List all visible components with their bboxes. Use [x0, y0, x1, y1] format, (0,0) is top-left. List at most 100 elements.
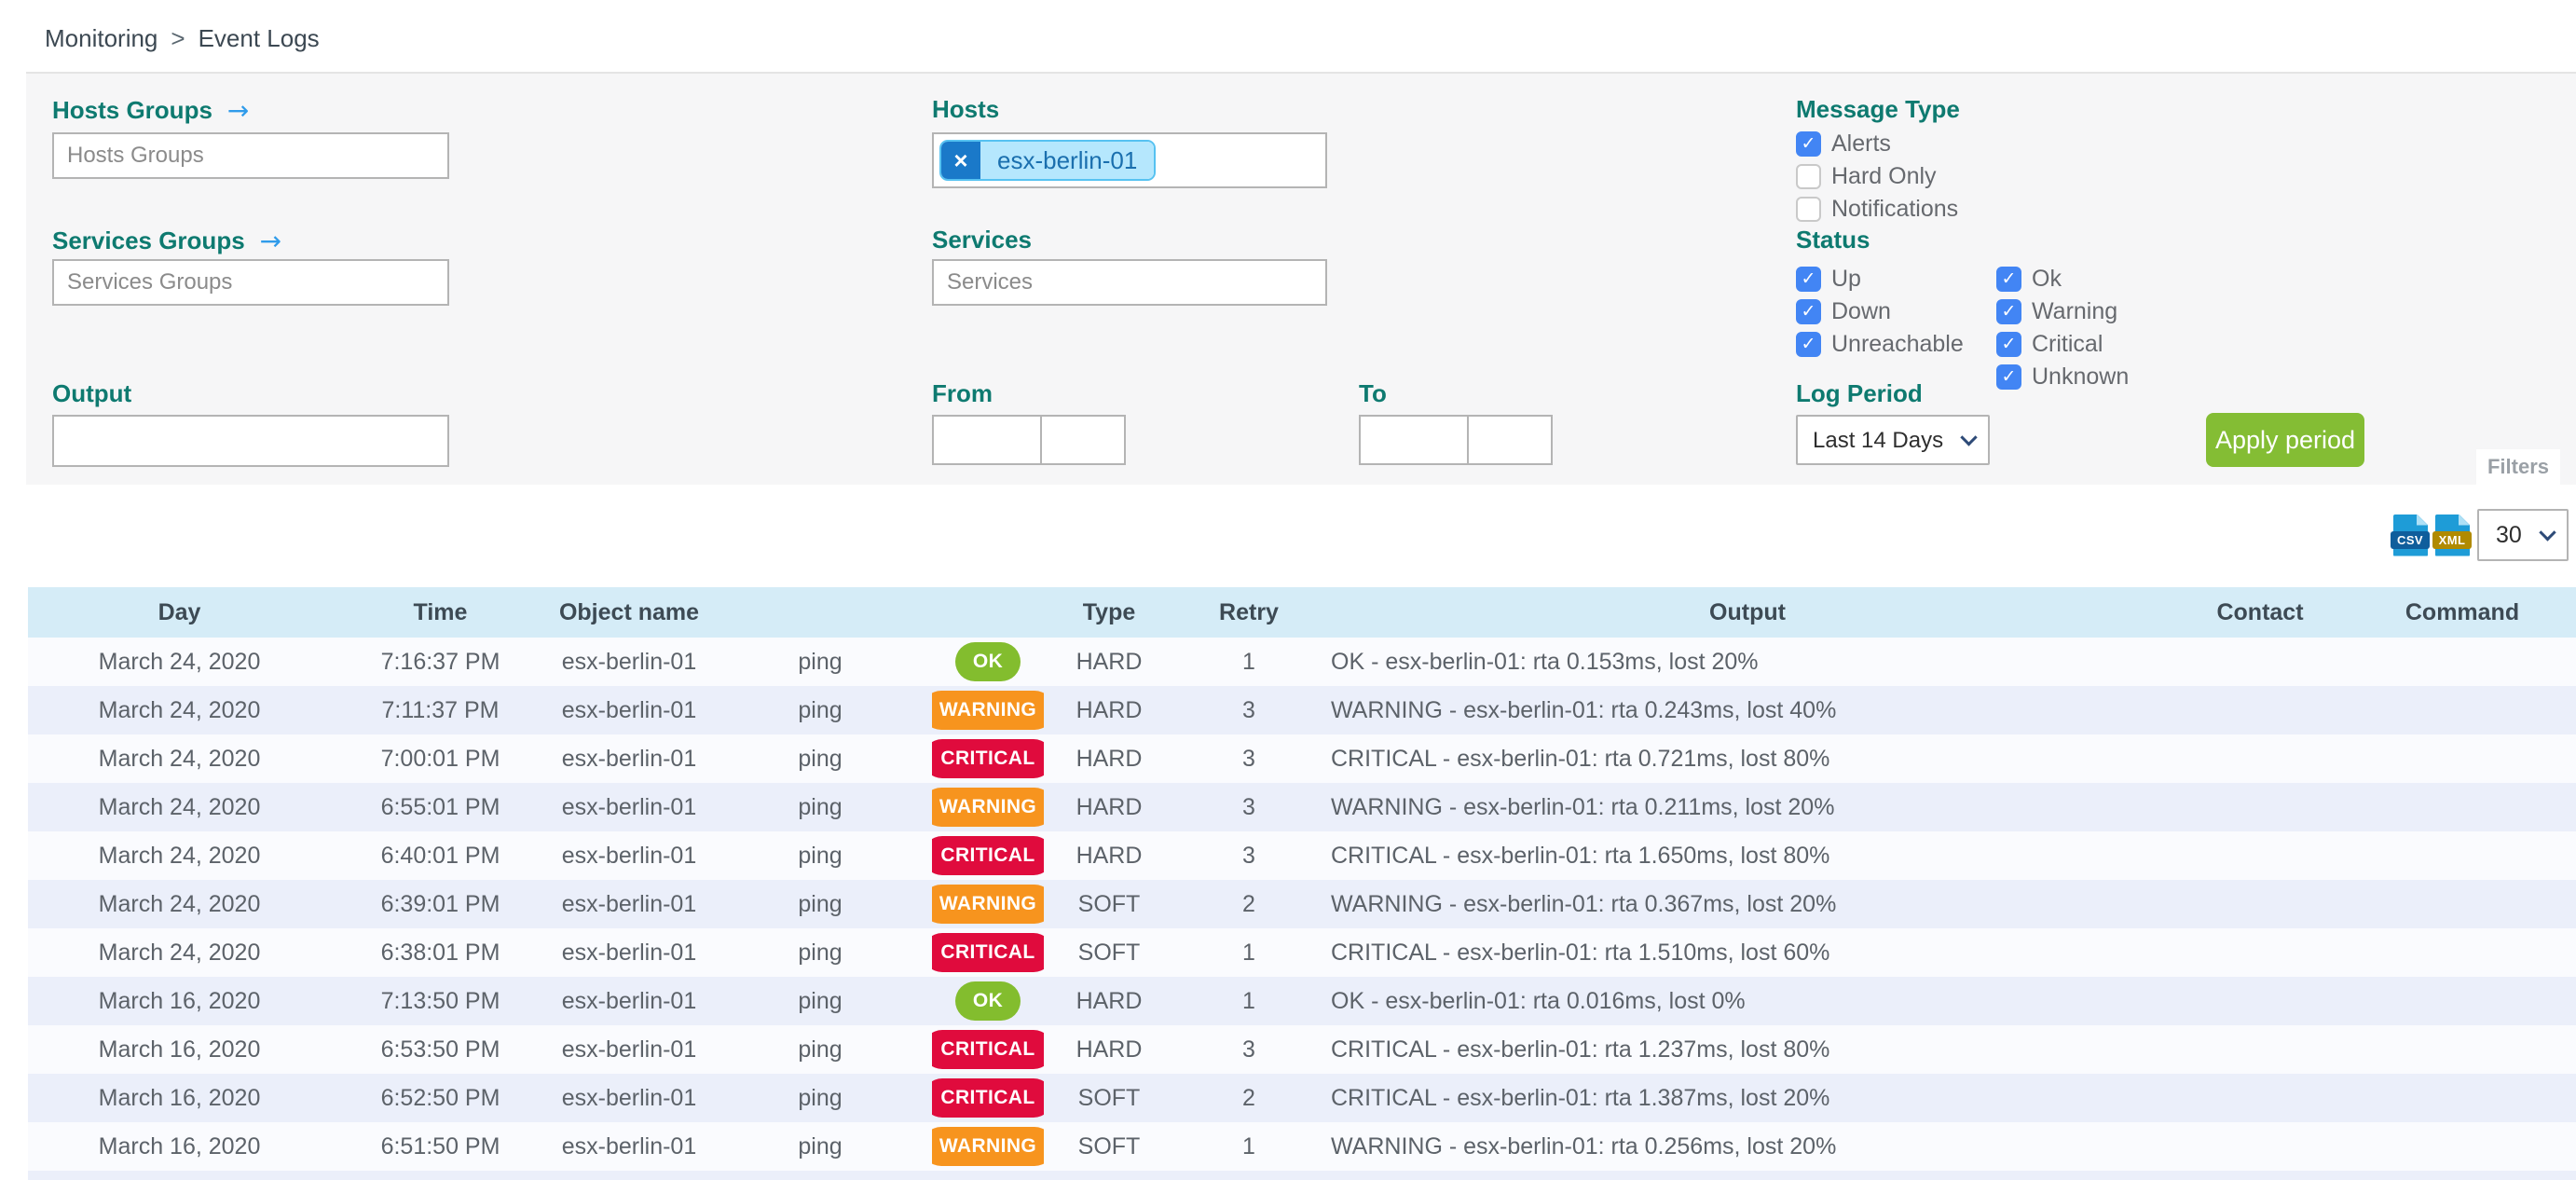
checkbox-ok[interactable]: Ok [1996, 265, 2129, 293]
status-badge: OK [954, 981, 1021, 1021]
checkbox-critical[interactable]: Critical [1996, 330, 2129, 358]
cell-day: March 24, 2020 [98, 939, 261, 966]
checkbox-unknown[interactable]: Unknown [1996, 363, 2129, 391]
status-badge: CRITICAL [932, 933, 1044, 972]
hosts-input[interactable]: × esx-berlin-01 [932, 132, 1327, 188]
checkbox-unreachable[interactable]: Unreachable [1796, 330, 1964, 358]
xml-icon-label: XML [2432, 530, 2472, 549]
checkbox-notifications[interactable]: Notifications [1796, 195, 1958, 223]
table-row: March 16, 2020 7:13:50 PM esx-berlin-01 … [28, 977, 2576, 1025]
page-size-select-wrap: 30 [2477, 509, 2569, 561]
cell-status: CRITICAL [932, 928, 1044, 977]
csv-icon-label: CSV [2391, 530, 2430, 549]
cell-command [2349, 977, 2576, 1025]
cell-contact [2172, 638, 2349, 686]
cell-output: WARNING - esx-berlin-01: rta 0.243ms, lo… [1331, 696, 1837, 723]
cell-retry: 3 [1242, 696, 1255, 723]
checkbox-up[interactable]: Up [1796, 265, 1964, 293]
export-toolbar: CSV XML 30 [0, 505, 2576, 565]
status-label: Status [1796, 226, 1870, 254]
header-type: Type [1082, 598, 1136, 625]
export-csv-icon[interactable]: CSV [2391, 514, 2430, 556]
cell-command [2349, 831, 2576, 880]
page-size-select[interactable]: 30 [2477, 509, 2569, 561]
cell-time: 6:38:01 PM [380, 939, 500, 966]
services-groups-input[interactable] [52, 259, 449, 306]
remove-chip-icon[interactable]: × [941, 142, 980, 179]
cell-status: CRITICAL [932, 1025, 1044, 1074]
event-log-table: Day Time Object name Type Retry Output C… [28, 587, 2576, 1180]
header-output: Output [1709, 598, 1786, 625]
breadcrumb-item-monitoring[interactable]: Monitoring [45, 24, 158, 52]
cell-service: ping [798, 939, 843, 966]
hosts-groups-arrow-icon[interactable]: → [226, 95, 250, 126]
header-command: Command [2405, 598, 2520, 625]
cell-retry: 3 [1242, 1036, 1255, 1063]
output-input[interactable] [52, 415, 449, 467]
cell-object-name: esx-berlin-01 [561, 1084, 697, 1111]
header-time: Time [413, 598, 468, 625]
cell-type: HARD [1076, 1036, 1143, 1063]
cell-time: 7:00:01 PM [380, 745, 500, 772]
output-label: Output [52, 379, 132, 407]
cell-type: HARD [1076, 987, 1143, 1014]
cell-day: March 16, 2020 [98, 987, 261, 1014]
cell-command [2349, 1025, 2576, 1074]
log-period-select[interactable]: Last 14 Days [1796, 415, 1990, 465]
cell-type: SOFT [1077, 890, 1141, 917]
table-row: March 24, 2020 7:11:37 PM esx-berlin-01 … [28, 686, 2576, 734]
checkbox-down[interactable]: Down [1796, 297, 1964, 325]
cell-command [2349, 928, 2576, 977]
cell-contact [2172, 831, 2349, 880]
cell-type: HARD [1076, 842, 1143, 869]
cell-day: March 16, 2020 [98, 1036, 261, 1063]
services-input[interactable] [932, 259, 1327, 306]
apply-period-button[interactable]: Apply period [2206, 413, 2364, 467]
table-header-row: Day Time Object name Type Retry Output C… [28, 587, 2576, 638]
checkbox-hard-only[interactable]: Hard Only [1796, 162, 1958, 190]
status-badge: WARNING [932, 691, 1044, 730]
filters-tab[interactable]: Filters [2476, 449, 2560, 485]
checkbox-alerts[interactable]: Alerts [1796, 130, 1958, 158]
checkbox-icon [1796, 266, 1821, 292]
cell-time: 7:16:37 PM [380, 648, 500, 675]
checkbox-icon [1796, 163, 1821, 189]
cell-time: 6:39:01 PM [380, 890, 500, 917]
cell-time: 7:11:37 PM [381, 696, 500, 723]
header-status [932, 587, 1044, 638]
cell-day: March 24, 2020 [98, 745, 261, 772]
breadcrumb-item-event-logs[interactable]: Event Logs [198, 24, 320, 52]
from-time-input[interactable] [1040, 415, 1126, 465]
status-badge: CRITICAL [932, 836, 1044, 875]
table-row: March 16, 2020 6:53:50 PM esx-berlin-01 … [28, 1025, 2576, 1074]
export-xml-icon[interactable]: XML [2432, 514, 2472, 556]
cell-status: WARNING [932, 783, 1044, 831]
status-checkbox-group-service: Ok Warning Critical Unknown [1996, 265, 2129, 391]
hosts-groups-input[interactable] [52, 132, 449, 179]
cell-command [2349, 783, 2576, 831]
hosts-label: Hosts [932, 95, 1000, 123]
cell-contact [2172, 1122, 2349, 1171]
cell-day: March 24, 2020 [98, 890, 261, 917]
cell-retry: 1 [1242, 1132, 1255, 1159]
table-row: March 24, 2020 6:38:01 PM esx-berlin-01 … [28, 928, 2576, 977]
to-time-input[interactable] [1467, 415, 1553, 465]
checkbox-icon [1796, 298, 1821, 324]
to-label: To [1359, 379, 1387, 407]
cell-time: 6:51:50 PM [380, 1132, 500, 1159]
services-groups-arrow-icon[interactable]: → [259, 226, 282, 256]
cell-command [2349, 638, 2576, 686]
cell-command [2349, 1074, 2576, 1122]
status-badge: CRITICAL [932, 1030, 1044, 1069]
to-date-input[interactable] [1359, 415, 1469, 465]
status-badge: OK [954, 642, 1021, 681]
cell-service: ping [798, 890, 843, 917]
from-date-input[interactable] [932, 415, 1042, 465]
cell-object-name: esx-berlin-01 [561, 987, 697, 1014]
cell-status: CRITICAL [932, 734, 1044, 783]
checkbox-icon [1996, 364, 2021, 390]
checkbox-warning[interactable]: Warning [1996, 297, 2129, 325]
status-badge: WARNING [932, 788, 1044, 827]
cell-output: WARNING - esx-berlin-01: rta 0.256ms, lo… [1331, 1132, 1837, 1159]
status-badge: WARNING [932, 885, 1044, 924]
